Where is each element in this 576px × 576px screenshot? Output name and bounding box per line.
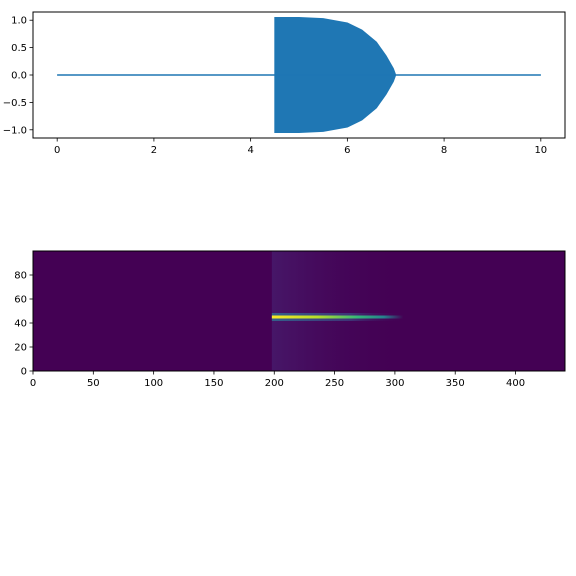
x-tick-label: 100 bbox=[144, 378, 163, 389]
x-tick-label: 150 bbox=[204, 378, 223, 389]
spectrogram-y-ticks: 0 20 40 60 80 bbox=[14, 271, 33, 378]
x-tick-label: 50 bbox=[87, 378, 100, 389]
x-tick-label: 4 bbox=[247, 145, 253, 156]
y-tick-label: 0.5 bbox=[11, 43, 27, 54]
waveform-y-ticks: −1.0 −0.5 0.0 0.5 1.0 bbox=[3, 16, 33, 136]
y-tick-label: −1.0 bbox=[3, 125, 27, 136]
spectrogram-spread bbox=[271, 251, 404, 371]
x-tick-label: 0 bbox=[54, 145, 60, 156]
waveform-axes: 0 2 4 6 8 10 −1.0 −0.5 0.0 0.5 1.0 bbox=[3, 11, 566, 156]
spectrogram-band bbox=[271, 315, 404, 319]
spectrogram-x-ticks: 0 50 100 150 200 250 300 350 400 bbox=[30, 371, 525, 389]
spectrogram-plot-area bbox=[33, 251, 565, 371]
y-tick-label: −0.5 bbox=[3, 98, 27, 109]
x-tick-label: 8 bbox=[441, 145, 447, 156]
x-tick-label: 2 bbox=[151, 145, 157, 156]
waveform-plot-area bbox=[57, 16, 541, 134]
x-tick-label: 10 bbox=[534, 145, 547, 156]
spectrogram-axes: 0 50 100 150 200 250 300 350 400 0 20 40 60 80 bbox=[14, 250, 566, 389]
waveform-x-ticks: 0 2 4 6 8 10 bbox=[54, 138, 547, 156]
x-tick-label: 200 bbox=[265, 378, 284, 389]
y-tick-label: 1.0 bbox=[11, 16, 27, 27]
y-tick-label: 20 bbox=[14, 343, 27, 354]
spectrogram-axes-frame bbox=[32, 250, 566, 372]
y-tick-label: 0 bbox=[21, 367, 27, 378]
y-tick-label: 40 bbox=[14, 319, 27, 330]
y-tick-label: 80 bbox=[14, 271, 27, 282]
y-tick-label: 60 bbox=[14, 295, 27, 306]
x-tick-label: 300 bbox=[385, 378, 404, 389]
y-tick-label: 0.0 bbox=[11, 71, 27, 82]
x-tick-label: 250 bbox=[325, 378, 344, 389]
x-tick-label: 6 bbox=[344, 145, 350, 156]
x-tick-label: 350 bbox=[446, 378, 465, 389]
x-tick-label: 400 bbox=[506, 378, 525, 389]
x-tick-label: 0 bbox=[30, 378, 36, 389]
